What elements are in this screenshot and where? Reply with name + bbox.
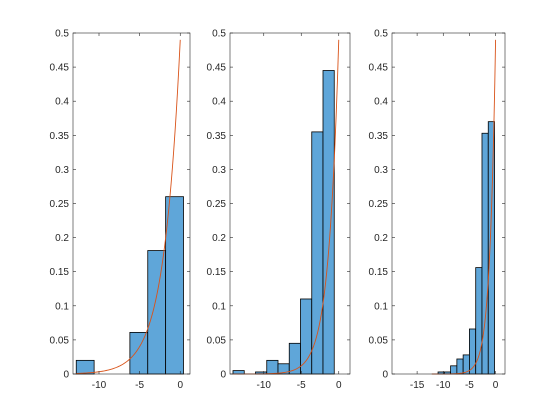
- y-tick-label: 0.3: [55, 165, 69, 176]
- y-tick-label: 0.4: [374, 97, 388, 108]
- y-tick-label: 0: [63, 370, 69, 381]
- x-tick-label: -5: [135, 380, 144, 391]
- y-tick-label: 0.15: [50, 267, 70, 278]
- x-tick-label: 0: [336, 380, 342, 391]
- y-tick-label: 0.05: [50, 335, 70, 346]
- y-tick-label: 0.4: [212, 97, 226, 108]
- histogram-bar: [456, 358, 464, 375]
- histogram-bar: [147, 250, 167, 375]
- histogram-bar: [165, 196, 184, 375]
- histogram-bar: [450, 365, 458, 375]
- x-tick-label: -15: [410, 380, 425, 391]
- y-tick-label: 0.15: [369, 267, 389, 278]
- y-tick-label: 0.5: [55, 29, 69, 40]
- x-tick-label: -10: [92, 380, 107, 391]
- y-tick-label: 0.45: [50, 63, 70, 74]
- y-tick-label: 0: [220, 370, 226, 381]
- y-tick-label: 0.25: [369, 199, 389, 210]
- histogram-bar: [300, 298, 313, 375]
- y-tick-label: 0.05: [207, 335, 227, 346]
- chart-panel-2: 0 0.05 0.1 0.15 0.2 0.25 0.3 0.35 0.4 0.45 0.5 -10 -…: [207, 29, 351, 391]
- chart-panel-1: 0 0.05 0.1 0.15 0.2 0.25 0.3 0.35 0.4 0.45 0.5 -10 -…: [50, 29, 191, 391]
- x-tick-label: -10: [257, 380, 272, 391]
- y-tick-label: 0: [382, 370, 388, 381]
- y-tick-label: 0.3: [212, 165, 226, 176]
- chart-panel-3: 00.050.10.150.20.250.30.350.40.450.5-15-…: [369, 29, 506, 391]
- y-tick-label: 0.3: [374, 165, 388, 176]
- x-tick-label: -10: [436, 380, 451, 391]
- y-tick-label: 0.4: [55, 97, 69, 108]
- histogram-bar: [75, 359, 95, 375]
- y-tick-label: 0.1: [374, 301, 388, 312]
- histogram-bar: [129, 331, 149, 375]
- bars: [75, 196, 184, 375]
- histogram-bar: [266, 359, 279, 375]
- y-tick-label: 0.2: [374, 233, 388, 244]
- y-tick-label: 0.2: [55, 233, 69, 244]
- y-tick-label: 0.1: [55, 301, 69, 312]
- histogram-bar: [487, 121, 495, 375]
- histogram-bar: [475, 267, 483, 375]
- y-tick-label: 0.35: [207, 131, 227, 142]
- x-tick-label: -5: [465, 380, 474, 391]
- y-tick-label: 0.25: [207, 199, 227, 210]
- x-tick-label: 0: [493, 380, 499, 391]
- y-tick-label: 0.1: [212, 301, 226, 312]
- y-tick-label: 0.2: [212, 233, 226, 244]
- y-tick-label: 0.45: [369, 63, 389, 74]
- y-tick-label: 0.5: [212, 29, 226, 40]
- y-tick-label: 0.45: [207, 63, 227, 74]
- y-tick-label: 0.35: [50, 131, 70, 142]
- pdf-curve: [76, 39, 181, 374]
- x-tick-label: -5: [297, 380, 306, 391]
- y-tick-label: 0.15: [207, 267, 227, 278]
- y-tick-label: 0.25: [50, 199, 70, 210]
- y-tick-label: 0.05: [369, 335, 389, 346]
- histogram-bar: [311, 131, 324, 375]
- histogram-bar: [232, 370, 245, 375]
- x-tick-label: 0: [177, 380, 183, 391]
- y-tick-label: 0.5: [374, 29, 388, 40]
- y-tick-label: 0.35: [369, 131, 389, 142]
- histogram-bar: [322, 70, 335, 375]
